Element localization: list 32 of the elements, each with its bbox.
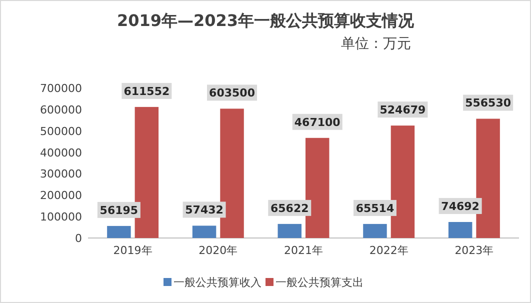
chart-subtitle: 单位：万元 <box>341 36 411 52</box>
data-label: 524679 <box>380 104 426 117</box>
bar <box>192 226 216 238</box>
y-tick-label: 500000 <box>40 124 82 138</box>
y-tick-label: 0 <box>75 232 82 245</box>
data-label: 56195 <box>100 204 138 217</box>
chart-title: 2019年—2023年一般公共预算收支情况 <box>116 11 416 30</box>
y-tick-label: 600000 <box>40 103 82 116</box>
bar <box>278 224 302 238</box>
x-tick-label: 2022年 <box>369 244 408 257</box>
legend-label: 一般公共预算收入 <box>174 276 262 289</box>
bar <box>448 222 472 238</box>
x-tick-label: 2021年 <box>284 244 323 257</box>
data-label: 74692 <box>441 200 480 213</box>
legend-label: 一般公共预算支出 <box>276 276 364 289</box>
y-tick-label: 200000 <box>40 189 82 202</box>
x-tick-label: 2019年 <box>113 244 152 257</box>
data-label: 603500 <box>209 86 256 100</box>
data-label: 467100 <box>294 116 341 129</box>
y-tick-label: 400000 <box>40 146 82 160</box>
data-label: 65514 <box>356 202 394 215</box>
x-tick-label: 2023年 <box>454 244 494 257</box>
data-label: 611552 <box>124 84 170 98</box>
x-tick-label: 2020年 <box>198 244 238 257</box>
data-label: 556530 <box>465 96 512 110</box>
y-tick-label: 700000 <box>40 82 82 95</box>
y-tick-label: 300000 <box>40 168 82 181</box>
y-tick-label: 100000 <box>40 210 82 224</box>
data-label: 65622 <box>270 202 309 215</box>
data-label: 57432 <box>185 204 224 217</box>
bar <box>107 226 131 238</box>
bar <box>363 224 387 238</box>
